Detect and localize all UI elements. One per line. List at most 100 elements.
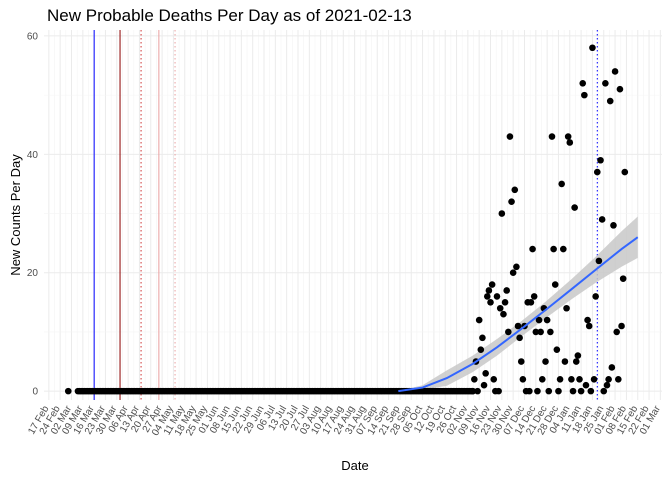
data-point bbox=[587, 387, 595, 395]
data-point bbox=[488, 281, 496, 288]
data-point bbox=[471, 375, 478, 383]
data-point bbox=[605, 375, 612, 383]
data-point bbox=[561, 358, 569, 365]
data-point bbox=[545, 387, 553, 395]
data-point bbox=[592, 293, 599, 300]
y-tick-label: 0 bbox=[32, 387, 38, 398]
data-point bbox=[480, 381, 488, 389]
data-point bbox=[597, 156, 604, 164]
data-point bbox=[501, 299, 509, 306]
data-point bbox=[469, 387, 477, 395]
data-point bbox=[529, 245, 536, 253]
data-point bbox=[490, 375, 498, 383]
data-point bbox=[566, 139, 574, 146]
y-tick-label: 60 bbox=[27, 31, 39, 42]
data-point bbox=[547, 328, 554, 336]
data-point bbox=[519, 375, 527, 383]
data-point bbox=[483, 293, 491, 300]
data-point bbox=[505, 328, 512, 336]
data-point bbox=[479, 334, 486, 342]
data-point bbox=[530, 293, 538, 300]
data-point bbox=[496, 304, 504, 312]
data-point bbox=[553, 346, 561, 353]
data-point bbox=[550, 245, 557, 253]
data-point bbox=[564, 133, 572, 140]
data-point bbox=[506, 133, 514, 140]
data-point bbox=[482, 370, 489, 377]
y-tick-labels: 0 20 40 60 bbox=[27, 31, 39, 397]
data-point bbox=[543, 316, 551, 324]
data-point bbox=[535, 316, 543, 324]
data-point bbox=[516, 334, 523, 342]
data-point bbox=[606, 97, 614, 105]
data-point bbox=[64, 387, 72, 395]
data-point bbox=[495, 387, 502, 395]
data-point bbox=[508, 198, 515, 205]
data-point bbox=[563, 304, 570, 312]
data-point bbox=[579, 79, 587, 87]
data-point bbox=[514, 322, 522, 330]
data-point bbox=[569, 387, 577, 395]
data-point bbox=[526, 387, 533, 395]
data-points bbox=[64, 44, 629, 395]
data-point bbox=[503, 287, 510, 294]
data-point bbox=[600, 387, 608, 395]
data-point bbox=[598, 216, 606, 223]
data-point bbox=[584, 316, 591, 324]
smooth-line bbox=[398, 236, 639, 393]
y-axis-title: New Counts Per Day bbox=[8, 154, 23, 276]
data-point bbox=[474, 387, 481, 395]
data-point bbox=[585, 322, 593, 330]
data-point bbox=[613, 328, 621, 336]
data-point bbox=[485, 287, 493, 294]
data-point bbox=[619, 275, 627, 282]
data-point bbox=[532, 328, 540, 336]
data-point bbox=[517, 358, 525, 365]
data-point bbox=[493, 293, 501, 300]
data-point bbox=[616, 85, 624, 93]
data-point bbox=[603, 381, 611, 389]
data-point bbox=[538, 375, 546, 383]
data-point bbox=[595, 257, 603, 265]
data-point bbox=[602, 79, 609, 87]
data-point bbox=[572, 358, 580, 365]
data-point bbox=[548, 133, 556, 140]
data-point bbox=[582, 381, 590, 389]
data-point bbox=[618, 322, 625, 330]
data-point bbox=[568, 375, 575, 383]
data-point bbox=[589, 44, 596, 52]
data-point bbox=[487, 299, 494, 306]
data-point bbox=[498, 210, 506, 217]
y-tick-label: 20 bbox=[27, 268, 39, 279]
data-point bbox=[558, 180, 565, 188]
data-point bbox=[560, 245, 567, 253]
chart-title: New Probable Deaths Per Day as of 2021-0… bbox=[47, 6, 412, 25]
data-point bbox=[509, 269, 517, 277]
grid bbox=[44, 30, 662, 400]
data-point bbox=[577, 387, 585, 395]
data-point bbox=[610, 222, 617, 229]
data-point bbox=[500, 310, 507, 318]
x-axis-title: Date bbox=[341, 458, 368, 473]
data-point bbox=[621, 168, 629, 176]
data-point bbox=[615, 375, 622, 383]
data-point bbox=[475, 316, 483, 324]
data-point bbox=[513, 263, 520, 271]
data-point bbox=[593, 168, 601, 176]
reference-lines bbox=[93, 30, 598, 400]
data-point bbox=[611, 68, 619, 75]
data-point bbox=[527, 299, 535, 306]
y-tick-label: 40 bbox=[27, 150, 39, 161]
data-point bbox=[574, 352, 582, 359]
data-point bbox=[571, 204, 578, 211]
data-point bbox=[542, 358, 549, 365]
data-point bbox=[534, 387, 541, 395]
data-point bbox=[555, 387, 562, 395]
smooth-fit-line bbox=[398, 236, 639, 393]
data-point bbox=[537, 328, 544, 336]
data-point bbox=[576, 375, 583, 383]
data-point bbox=[590, 375, 598, 383]
data-point bbox=[551, 281, 559, 288]
